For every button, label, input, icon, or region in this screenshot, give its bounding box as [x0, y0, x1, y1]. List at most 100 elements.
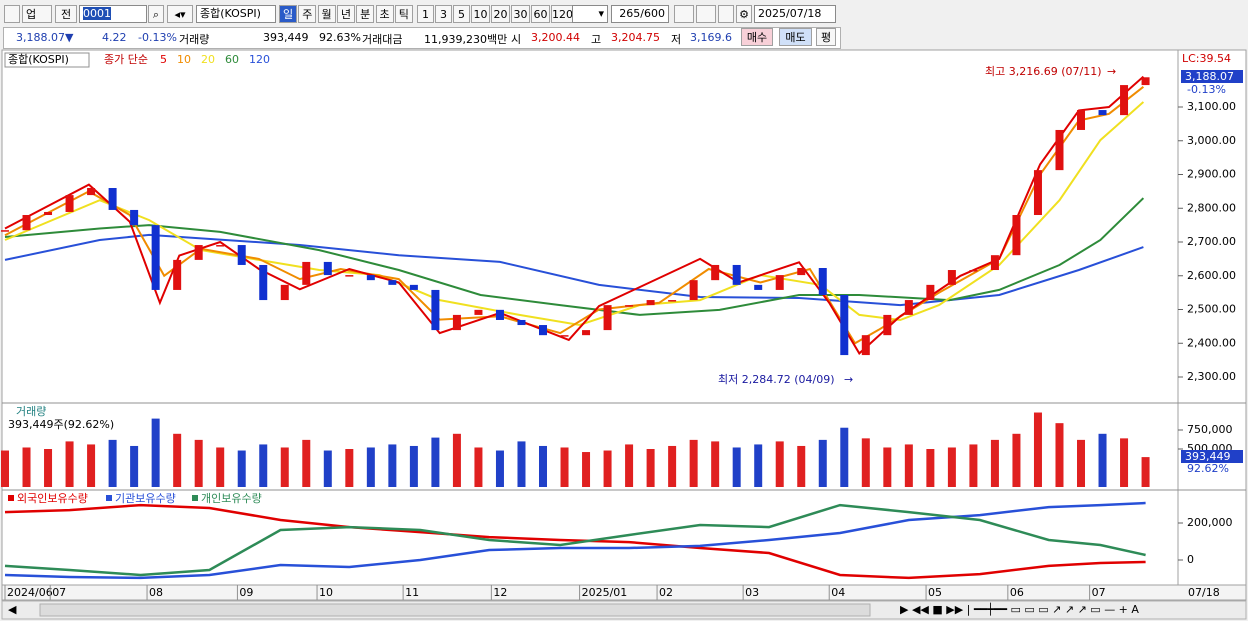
volume-bar — [173, 433, 182, 487]
volume-bar — [108, 439, 117, 487]
legend-name: 종합(KOSPI) — [8, 53, 69, 66]
volume-bar — [947, 447, 956, 487]
candle — [388, 280, 397, 285]
period-button[interactable]: 초 — [375, 5, 394, 23]
volume-bar — [883, 447, 892, 487]
candle — [904, 300, 913, 315]
period-button[interactable]: 월 — [317, 5, 336, 23]
volume-rate-label: 92.62% — [1187, 462, 1229, 475]
volume-bar — [1141, 457, 1150, 487]
code: 0001 — [83, 7, 111, 20]
candle — [474, 309, 483, 315]
holding-line — [4, 501, 1146, 580]
count: 265 — [619, 7, 641, 20]
volume-bar — [1012, 433, 1021, 487]
code-input[interactable]: 0001 — [79, 5, 147, 23]
interval-button[interactable]: 3 — [435, 5, 452, 23]
sound-button[interactable]: ◂▾ — [167, 5, 193, 23]
candle — [130, 209, 139, 226]
interval-button[interactable]: 5 — [453, 5, 470, 23]
settings-button[interactable]: ⚙ — [736, 5, 752, 23]
interval-button[interactable]: 120 — [551, 5, 573, 23]
buy-button[interactable]: 매수 — [741, 28, 773, 46]
candle — [280, 284, 289, 301]
market-select[interactable]: 업 — [22, 5, 52, 23]
count-field[interactable]: 265/600 — [611, 5, 669, 23]
y-tick-label: 3,100.00 — [1187, 100, 1236, 113]
volume-bar — [560, 447, 569, 487]
scroll-left[interactable]: ◀ — [8, 603, 17, 616]
volume-bar — [603, 450, 612, 487]
volume-rate: 92.63% — [319, 31, 361, 44]
label: 거래량 — [179, 33, 210, 46]
interval-button[interactable]: 30 — [511, 5, 530, 23]
candle — [754, 284, 763, 290]
volume-tag — [1181, 450, 1243, 463]
candle — [990, 255, 999, 271]
volume-bar — [904, 444, 913, 487]
tool-button[interactable] — [696, 5, 716, 23]
period-button[interactable]: 주 — [298, 5, 317, 23]
date-field[interactable]: 2025/07/18 — [754, 5, 836, 23]
period-button[interactable]: 일 — [279, 5, 297, 23]
candle — [775, 275, 784, 290]
dropdown[interactable]: ▾ — [572, 5, 608, 23]
candle — [1141, 77, 1150, 86]
candle — [65, 195, 74, 212]
candle — [302, 261, 311, 285]
x-tick-label: 07 — [1092, 586, 1106, 599]
period-button[interactable]: 틱 — [394, 5, 413, 23]
candle — [625, 305, 634, 307]
interval-button[interactable]: 1 — [417, 5, 434, 23]
scroll-controls[interactable]: ▶ ◀◀ ■ ▶▶ | ━━┿━━ ▭ ▭ ▭ ↗ ↗ ↗ ▭ — + A — [900, 602, 1139, 616]
x-tick-label: 04 — [831, 586, 845, 599]
y-tick-label: 200,000 — [1187, 516, 1233, 529]
prev-button[interactable]: 전 — [55, 5, 77, 23]
volume-bar — [1, 450, 9, 487]
volume-bar — [44, 449, 53, 487]
volume-tag-label: 393,449 — [1185, 450, 1231, 463]
candle — [840, 295, 849, 356]
ma-line — [4, 197, 1145, 316]
volume-bar — [87, 444, 96, 487]
volume-bar — [474, 447, 483, 487]
candle — [1077, 110, 1086, 130]
period-button[interactable]: 년 — [336, 5, 355, 23]
icon-button[interactable] — [4, 5, 20, 23]
volume-bar — [969, 444, 978, 487]
candle — [259, 264, 268, 301]
volume-bar — [861, 438, 870, 487]
volume-bar — [732, 447, 741, 487]
interval-button[interactable]: 10 — [471, 5, 490, 23]
avg-button[interactable]: 평 — [816, 28, 836, 46]
candle — [797, 268, 806, 276]
legend-entry: 개인보유수량 — [201, 492, 262, 505]
volume-bar — [431, 437, 440, 487]
candle — [1098, 110, 1107, 116]
holding-line — [4, 503, 1146, 577]
interval-button[interactable]: 20 — [491, 5, 510, 23]
candle — [539, 325, 548, 336]
search-button[interactable]: ⌕ — [148, 5, 164, 23]
tool-button[interactable] — [718, 5, 734, 23]
candle — [345, 275, 354, 277]
sell-button[interactable]: 매도 — [779, 28, 812, 46]
x-tick-label: 09 — [239, 586, 253, 599]
candle — [560, 335, 569, 337]
period-button[interactable]: 분 — [356, 5, 375, 23]
candle — [883, 314, 892, 336]
y-tick-label: 2,800.00 — [1187, 201, 1236, 214]
chart: ▶ ◀◀ ■ ▶▶ | ━━┿━━ ▭ ▭ ▭ ↗ ↗ ↗ ▭ — + A ◀ … — [1, 49, 1247, 620]
legend-entry: 20 — [201, 53, 215, 66]
scroll-thumb[interactable] — [39, 603, 871, 617]
low: 3,169.6 — [690, 31, 732, 44]
interval-button[interactable]: 60 — [531, 5, 550, 23]
y-tick-label: 0 — [1187, 553, 1194, 566]
volume-bar — [797, 445, 806, 487]
tool-button[interactable] — [674, 5, 694, 23]
volume-bar — [818, 439, 827, 487]
candle — [947, 270, 956, 285]
y-tick-label: 3,000.00 — [1187, 134, 1236, 147]
volume-bar — [323, 450, 332, 487]
candle — [1, 230, 9, 232]
